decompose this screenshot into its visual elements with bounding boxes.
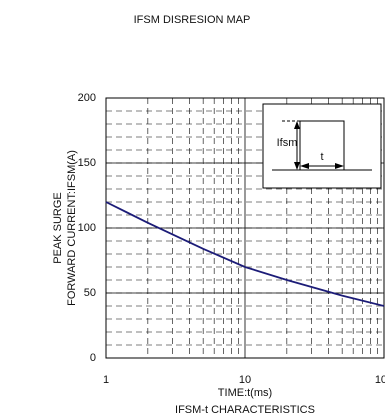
- inset: Ifsm t: [262, 103, 382, 189]
- chart-title: IFSM DISRESION MAP: [134, 14, 251, 26]
- plot-frame: [105, 97, 385, 359]
- y-tick-label: 200: [78, 92, 96, 104]
- y-tick-label: 100: [78, 222, 96, 234]
- x-tick-label: 1: [103, 374, 109, 386]
- x-tick-label: 10: [239, 374, 251, 386]
- y-axis-label: FORWARD CURRENT:IFSM(A): [66, 150, 78, 306]
- data-line: [105, 201, 385, 307]
- x-tick-label: 100: [375, 374, 385, 386]
- marks: [105, 201, 385, 307]
- inset-label: Ifsm: [277, 137, 298, 149]
- caption: IFSM-t CHARACTERISTICS: [175, 404, 315, 416]
- y-tick-label: 150: [78, 157, 96, 169]
- y-tick-label: 50: [84, 287, 96, 299]
- y-tick-label: 0: [90, 352, 96, 364]
- y-axis-label: PEAK SURGE: [52, 192, 64, 264]
- x-axis-label: TIME:t(ms): [218, 387, 272, 399]
- inset-label: t: [320, 151, 323, 163]
